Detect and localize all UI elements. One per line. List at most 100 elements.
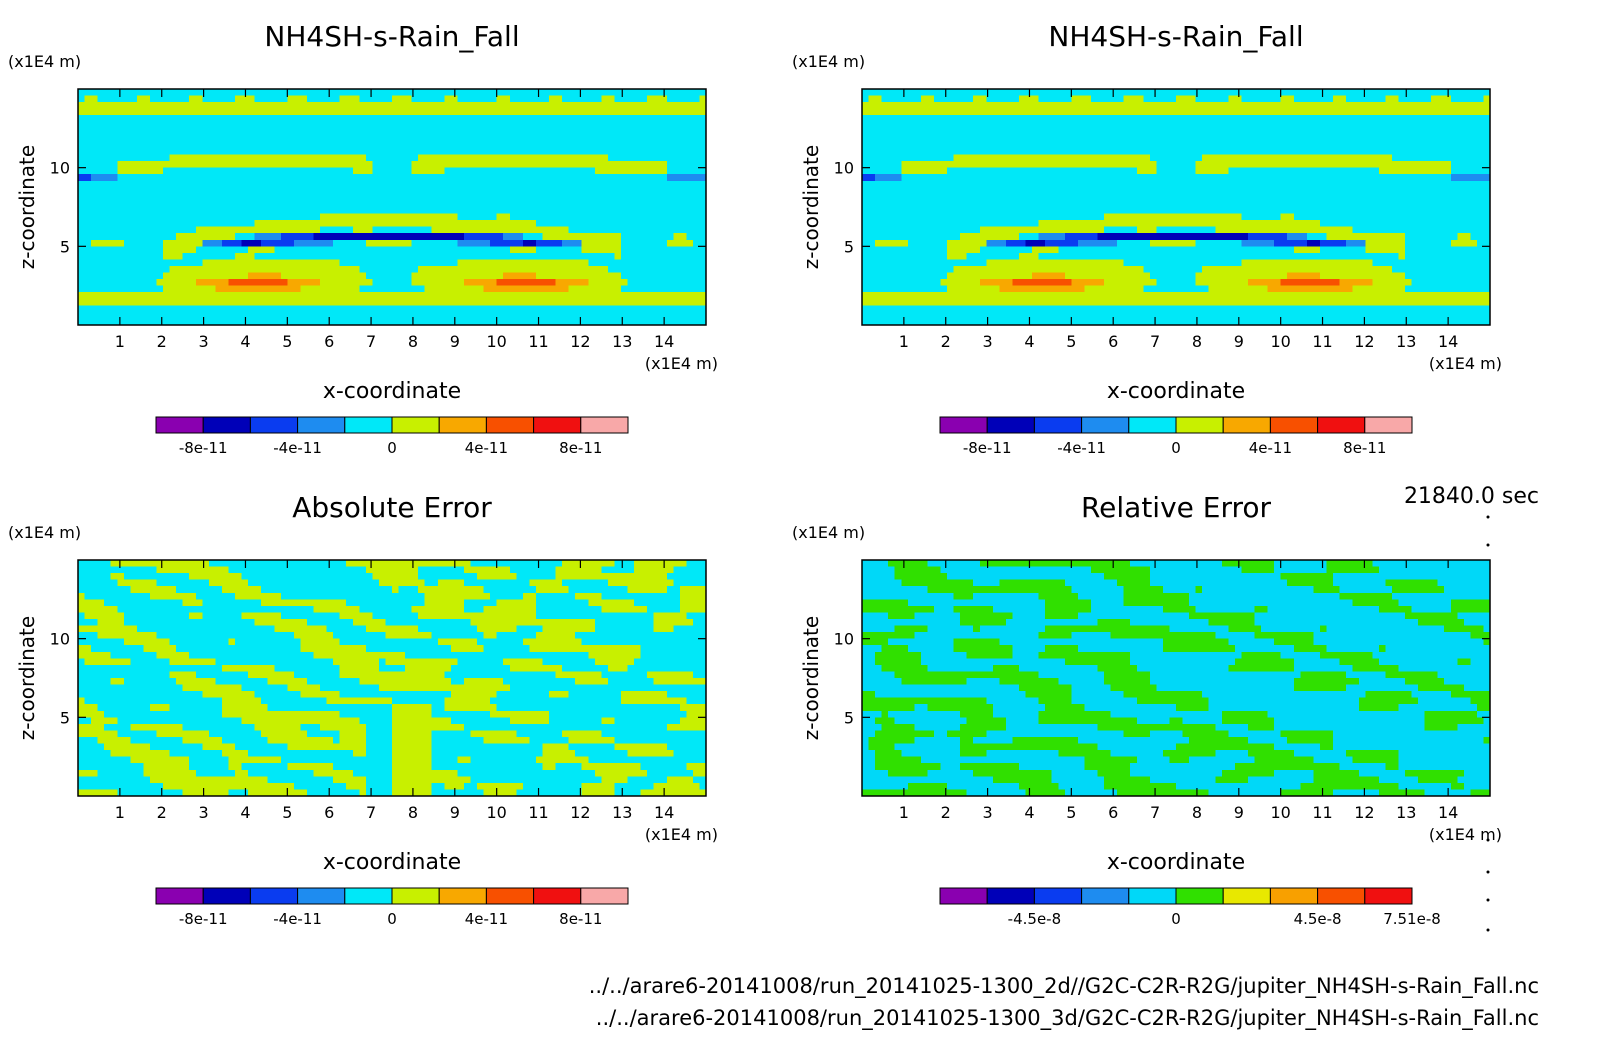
heatmap-cell — [607, 272, 616, 280]
heatmap-cell — [326, 298, 334, 306]
heatmap-cell — [979, 252, 987, 261]
heatmap-cell — [601, 141, 609, 149]
heatmap-cell — [627, 121, 635, 129]
heatmap-cell — [614, 318, 622, 326]
heatmap-cell — [627, 239, 635, 247]
heatmap-cell — [359, 246, 367, 254]
heatmap-cell — [149, 272, 158, 280]
heatmap-cell — [1032, 121, 1040, 129]
heatmap-cell — [378, 154, 387, 162]
heatmap-cell — [182, 187, 190, 195]
heatmap-cell — [549, 305, 557, 313]
heatmap-cell — [601, 246, 609, 254]
heatmap-cell — [686, 311, 694, 320]
heatmap-cell — [901, 239, 909, 247]
heatmap-cell — [881, 148, 889, 156]
heatmap-cell — [91, 213, 99, 221]
heatmap-cell — [1077, 226, 1086, 234]
heatmap-cell — [189, 89, 197, 97]
heatmap-cell — [228, 252, 236, 261]
heatmap-cell — [549, 193, 557, 202]
heatmap-cell — [979, 134, 987, 143]
heatmap-cell — [862, 128, 870, 136]
heatmap-cell — [947, 95, 955, 103]
heatmap-cell — [1123, 167, 1131, 175]
heatmap-cell — [575, 213, 583, 221]
heatmap-cell — [581, 246, 589, 254]
heatmap-cell — [881, 266, 889, 274]
heatmap-cell — [1110, 207, 1118, 215]
heatmap-cell — [1123, 148, 1131, 156]
heatmap-cell — [535, 134, 544, 143]
heatmap-cell — [888, 95, 896, 103]
heatmap-cell — [411, 148, 419, 156]
heatmap-cell — [352, 187, 360, 195]
heatmap-cell — [477, 148, 485, 156]
heatmap-cell — [634, 89, 642, 97]
heatmap-cell — [163, 252, 171, 261]
heatmap-cell — [888, 226, 896, 234]
heatmap-cell — [418, 108, 426, 116]
heatmap-cell — [1071, 220, 1079, 228]
heatmap-cell — [261, 213, 269, 221]
heatmap-cell — [149, 207, 158, 215]
heatmap-cell — [986, 115, 994, 123]
heatmap-cell — [326, 318, 334, 326]
heatmap-cell — [228, 95, 236, 103]
heatmap-cell — [692, 259, 701, 267]
heatmap-cell — [215, 134, 223, 143]
heatmap-cell — [359, 305, 367, 313]
heatmap-cell — [1064, 305, 1072, 313]
heatmap-cell — [992, 220, 1000, 228]
heatmap-cell — [274, 207, 282, 215]
heatmap-cell — [1058, 239, 1066, 247]
heatmap-cell — [313, 161, 321, 169]
heatmap-cell — [1077, 128, 1086, 136]
heatmap-cell — [424, 102, 432, 110]
heatmap-cell — [431, 239, 439, 247]
heatmap-cell — [228, 200, 236, 208]
heatmap-cell — [346, 252, 354, 261]
heatmap-cell — [176, 239, 184, 247]
heatmap-cell — [1077, 220, 1086, 228]
heatmap-cell — [601, 102, 609, 110]
heatmap-cell — [117, 213, 125, 221]
heatmap-cell — [143, 246, 151, 254]
heatmap-cell — [1090, 95, 1099, 103]
plot-frame — [77, 88, 707, 326]
heatmap-cell — [117, 89, 125, 97]
heatmap-cell — [634, 279, 642, 287]
heatmap-cell — [130, 285, 138, 293]
heatmap-cell — [287, 187, 295, 195]
heatmap-cell — [992, 311, 1000, 320]
heatmap-cell — [392, 246, 400, 254]
heatmap-cell — [549, 89, 557, 97]
heatmap-cell — [986, 298, 994, 306]
heatmap-cell — [614, 279, 622, 287]
heatmap-cell — [634, 259, 642, 267]
heatmap-cell — [182, 128, 190, 136]
heatmap-cell — [437, 134, 445, 143]
heatmap-cell — [868, 167, 876, 175]
heatmap-cell — [228, 305, 236, 313]
heatmap-cell — [1097, 239, 1105, 247]
heatmap-cell — [156, 318, 164, 326]
heatmap-cell — [300, 311, 308, 320]
heatmap-cell — [1038, 89, 1046, 97]
heatmap-cell — [359, 239, 367, 247]
heatmap-cell — [117, 266, 125, 274]
heatmap-cell — [372, 318, 380, 326]
heatmap-cell — [84, 193, 92, 202]
heatmap-cell — [620, 108, 629, 116]
heatmap-cell — [398, 226, 406, 234]
heatmap-cell — [123, 141, 131, 149]
heatmap-cell — [444, 134, 452, 143]
heatmap-cell — [601, 200, 609, 208]
heatmap-cell — [627, 318, 635, 326]
heatmap-cell — [627, 128, 635, 136]
heatmap-cell — [1117, 292, 1125, 300]
heatmap-cell — [907, 134, 915, 143]
heatmap-cell — [424, 207, 432, 215]
heatmap-cell — [940, 292, 948, 300]
heatmap-cell — [542, 220, 550, 228]
